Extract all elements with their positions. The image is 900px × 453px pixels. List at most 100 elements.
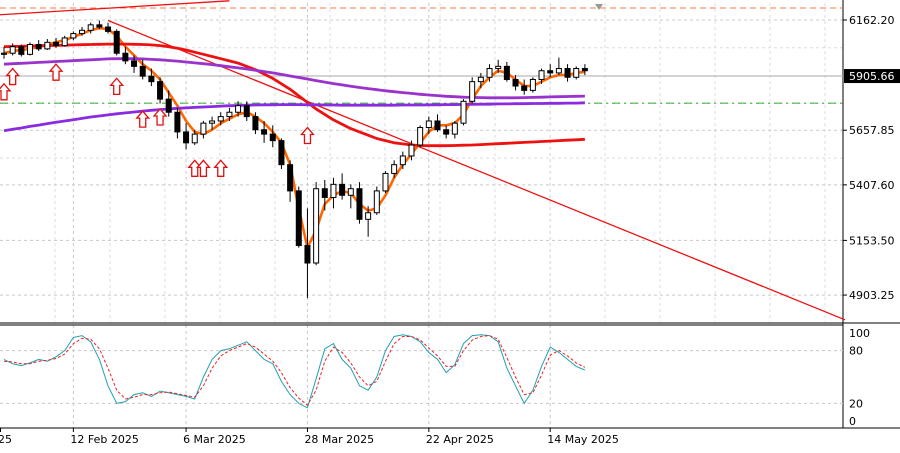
candle[interactable] xyxy=(113,29,120,56)
candle[interactable] xyxy=(122,46,129,65)
candle[interactable] xyxy=(61,35,68,47)
candle[interactable] xyxy=(96,20,103,30)
candle[interactable] xyxy=(425,116,432,135)
candle[interactable] xyxy=(18,44,25,57)
candle[interactable] xyxy=(1,46,7,59)
candle[interactable] xyxy=(529,77,536,93)
candle[interactable] xyxy=(469,77,476,104)
candle[interactable] xyxy=(105,22,112,34)
candle[interactable] xyxy=(44,39,51,50)
candle[interactable] xyxy=(538,68,545,84)
moving-average-line xyxy=(3,26,586,249)
candle-body xyxy=(191,133,198,144)
candle[interactable] xyxy=(477,72,484,89)
candle[interactable] xyxy=(547,64,554,78)
candle[interactable] xyxy=(451,120,458,139)
candle-body xyxy=(53,41,60,47)
candle[interactable] xyxy=(209,116,216,130)
candle[interactable] xyxy=(27,42,34,56)
candle[interactable] xyxy=(555,57,562,76)
candle[interactable] xyxy=(252,112,259,135)
candle[interactable] xyxy=(148,68,155,87)
candle-body xyxy=(70,33,77,39)
candle-body xyxy=(347,188,354,196)
candle-body xyxy=(131,60,138,67)
candle-body xyxy=(529,78,536,91)
candle[interactable] xyxy=(9,43,16,56)
candle[interactable] xyxy=(581,64,588,76)
candle[interactable] xyxy=(382,171,389,194)
candle[interactable] xyxy=(486,64,493,82)
candle[interactable] xyxy=(321,179,328,211)
candle[interactable] xyxy=(53,37,60,48)
candle[interactable] xyxy=(226,107,233,121)
candle[interactable] xyxy=(503,61,510,82)
candle[interactable] xyxy=(131,55,138,73)
candle[interactable] xyxy=(183,123,190,150)
candle[interactable] xyxy=(460,99,467,126)
candle-body xyxy=(235,105,242,113)
candle[interactable] xyxy=(521,79,528,95)
candle[interactable] xyxy=(261,120,268,143)
candle[interactable] xyxy=(495,59,502,73)
candle[interactable] xyxy=(243,101,250,121)
candle-body xyxy=(87,24,94,31)
candle[interactable] xyxy=(373,186,380,215)
candle-body xyxy=(382,172,389,192)
moving-average-line xyxy=(3,101,585,133)
candle-body xyxy=(538,70,545,80)
candle-body xyxy=(252,116,259,131)
candle[interactable] xyxy=(157,77,164,104)
candle[interactable] xyxy=(200,120,207,139)
candle-body xyxy=(434,120,441,131)
candle-body xyxy=(278,140,285,166)
candle[interactable] xyxy=(391,160,398,178)
candle[interactable] xyxy=(165,90,172,117)
candle-body xyxy=(269,133,276,142)
candle[interactable] xyxy=(79,27,86,36)
candle-body xyxy=(451,122,458,135)
candlesticks[interactable] xyxy=(1,20,588,298)
candle[interactable] xyxy=(339,173,346,200)
candle[interactable] xyxy=(87,22,94,34)
candle[interactable] xyxy=(434,114,441,132)
candle[interactable] xyxy=(347,184,354,209)
candle[interactable] xyxy=(295,186,302,248)
candle[interactable] xyxy=(304,208,311,298)
candle[interactable] xyxy=(174,107,181,139)
candle-body xyxy=(330,183,337,198)
candle-body xyxy=(61,37,68,47)
fractal-up-arrow-icon xyxy=(0,82,12,101)
candle[interactable] xyxy=(269,125,276,148)
candle[interactable] xyxy=(443,125,450,139)
candle[interactable] xyxy=(191,129,198,146)
fractal-up-arrow-icon xyxy=(213,159,229,177)
candle[interactable] xyxy=(287,160,294,202)
candle[interactable] xyxy=(235,101,242,117)
moving-averages xyxy=(3,26,586,249)
candle-body xyxy=(564,68,571,78)
fractal-up-arrow-icon xyxy=(135,110,151,128)
candle[interactable] xyxy=(512,75,519,91)
fractal-up-arrow-icon xyxy=(152,107,168,126)
candle[interactable] xyxy=(399,151,406,170)
stochastic-tick-label: 80 xyxy=(849,345,863,358)
candle[interactable] xyxy=(365,206,372,237)
candle[interactable] xyxy=(139,59,146,80)
moving-average-line xyxy=(3,42,585,148)
candle-body xyxy=(339,183,346,196)
candle-body xyxy=(9,46,16,54)
candle[interactable] xyxy=(564,64,571,82)
candle[interactable] xyxy=(313,182,320,266)
candle-body xyxy=(512,78,519,87)
candle-body xyxy=(408,144,415,157)
candle[interactable] xyxy=(330,177,337,209)
candle[interactable] xyxy=(217,112,224,126)
candle[interactable] xyxy=(408,140,415,161)
candle[interactable] xyxy=(35,40,42,52)
candle[interactable] xyxy=(278,138,285,170)
candle[interactable] xyxy=(356,182,363,224)
candle[interactable] xyxy=(70,31,77,41)
candle[interactable] xyxy=(573,66,580,80)
candle[interactable] xyxy=(417,125,424,148)
